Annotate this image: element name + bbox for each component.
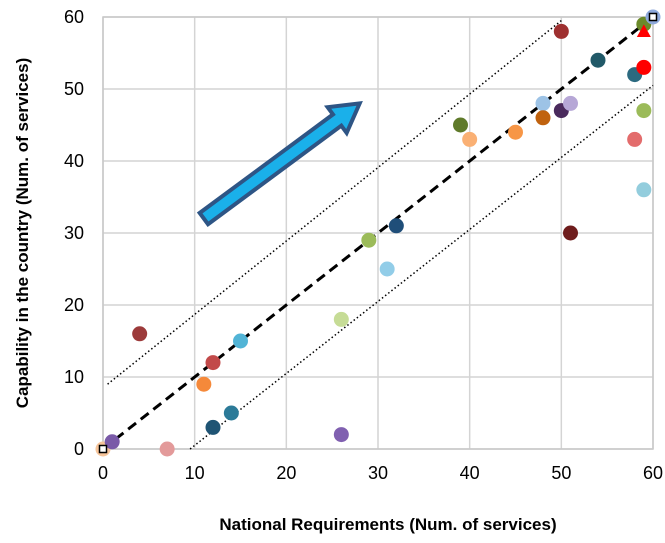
y-axis-ticks: 0 10 20 30 40 50 60 — [64, 7, 84, 459]
diagonal-dashed-line — [102, 15, 654, 451]
data-point — [453, 117, 468, 133]
dotted-bound-line — [107, 20, 562, 385]
data-point — [590, 52, 606, 68]
endpoint-markers — [98, 12, 658, 454]
data-point — [159, 441, 175, 457]
y-tick-label: 50 — [64, 79, 84, 99]
y-axis-title: Capability in the country (Num. of servi… — [13, 58, 32, 408]
y-tick-label: 60 — [64, 7, 84, 27]
plot-area-border — [102, 16, 654, 450]
square-marker — [648, 12, 658, 22]
data-point — [508, 124, 523, 140]
data-point — [233, 333, 248, 349]
data-point — [462, 131, 478, 147]
x-axis-ticks: 0 10 20 30 40 50 60 — [98, 463, 663, 483]
dotted-bound-line — [189, 84, 654, 450]
trend-arrow — [196, 101, 363, 228]
data-point — [205, 419, 221, 435]
x-tick-label: 50 — [551, 463, 571, 483]
data-point — [132, 326, 148, 342]
data-point — [535, 110, 551, 126]
y-tick-label: 0 — [74, 439, 84, 459]
x-tick-label: 10 — [185, 463, 205, 483]
reference-lines — [102, 15, 654, 451]
x-tick-label: 60 — [643, 463, 663, 483]
x-axis-title: National Requirements (Num. of services) — [219, 515, 556, 534]
data-point — [636, 59, 652, 75]
data-point — [333, 311, 349, 327]
x-tick-label: 0 — [98, 463, 108, 483]
y-tick-label: 30 — [64, 223, 84, 243]
y-tick-label: 20 — [64, 295, 84, 315]
y-tick-label: 10 — [64, 367, 84, 387]
square-marker — [98, 444, 108, 454]
data-point — [223, 405, 239, 421]
data-point — [563, 95, 578, 111]
data-point — [379, 261, 395, 277]
data-point — [636, 182, 652, 198]
data-point — [333, 427, 349, 443]
data-point — [563, 225, 578, 241]
data-point — [636, 103, 652, 119]
data-point — [104, 434, 120, 450]
y-tick-label: 40 — [64, 151, 84, 171]
data-point — [205, 355, 221, 371]
data-point — [196, 376, 212, 392]
data-point — [627, 131, 643, 147]
arrow-shape — [196, 101, 363, 228]
data-point-triangle — [636, 24, 651, 37]
data-point — [388, 218, 404, 234]
data-point — [535, 95, 551, 111]
x-tick-label: 40 — [460, 463, 480, 483]
data-point — [361, 232, 377, 248]
data-point — [553, 23, 569, 39]
x-tick-label: 30 — [368, 463, 388, 483]
x-tick-label: 20 — [276, 463, 296, 483]
